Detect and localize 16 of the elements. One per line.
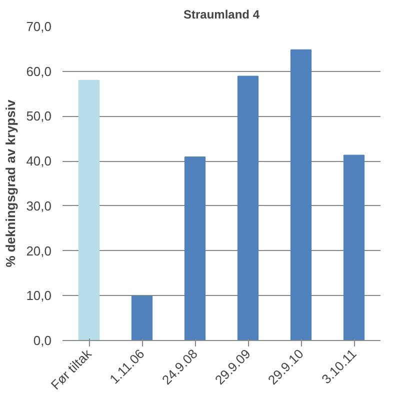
bar <box>78 80 100 340</box>
bar <box>184 156 206 340</box>
bar <box>131 296 153 340</box>
bar <box>237 76 259 340</box>
y-tick-label: 10,0 <box>26 288 52 304</box>
y-tick-label: 30,0 <box>26 198 52 214</box>
y-tick-label: 60,0 <box>26 64 52 79</box>
y-tick-label: 50,0 <box>26 108 52 124</box>
y-tick-label: 0,0 <box>33 333 52 348</box>
bar <box>343 154 365 340</box>
chart-title: Straumland 4 <box>183 8 260 22</box>
y-tick-label: 70,0 <box>26 19 52 34</box>
y-axis-title: % dekningsgrad av krypsiv <box>3 98 18 268</box>
y-tick-label: 40,0 <box>26 154 52 169</box>
bar <box>290 49 312 340</box>
y-tick-label: 20,0 <box>26 243 52 258</box>
